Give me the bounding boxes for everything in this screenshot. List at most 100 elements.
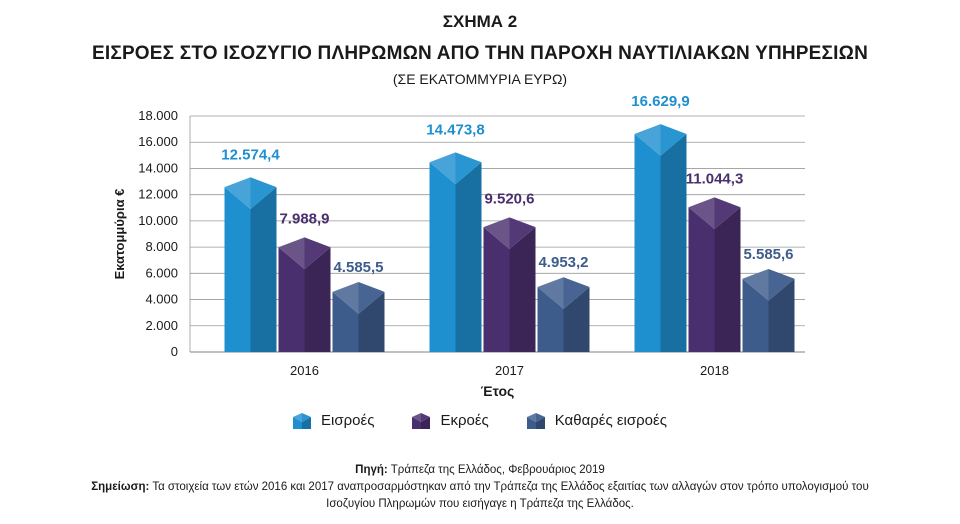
legend-swatch-shape xyxy=(293,416,303,429)
bar xyxy=(332,282,385,352)
bar-cap-right xyxy=(509,217,536,250)
bar-face-right xyxy=(563,287,590,352)
bar-cap-left xyxy=(278,237,305,270)
bar xyxy=(278,237,331,352)
y-tick-label: 16.000 xyxy=(138,134,178,149)
y-tick-label: 6.000 xyxy=(145,265,178,280)
data-label: 5.585,6 xyxy=(743,246,793,263)
bar-face-left xyxy=(278,247,305,352)
bar-cap-left xyxy=(224,177,251,209)
legend-swatch-shape xyxy=(421,416,431,429)
note-line: Σημείωση: Τα στοιχεία των ετών 2016 και … xyxy=(0,479,960,496)
bar xyxy=(224,177,277,352)
note-label: Σημείωση: xyxy=(91,481,150,493)
bar-cap-left xyxy=(537,277,564,309)
legend-swatch-net-inflows-icon xyxy=(526,412,545,429)
chart-legend: Εισροές Εκροές Καθαρές εισροές xyxy=(0,412,960,429)
figure-label: ΣΧΗΜΑ 2 xyxy=(442,12,518,31)
bar-face-right xyxy=(304,247,331,352)
data-label: 4.953,2 xyxy=(538,254,588,271)
bar-cap-left xyxy=(742,268,769,301)
bar-cap-right xyxy=(768,268,795,301)
legend-label-inflows: Εισροές xyxy=(321,412,375,429)
legend-swatch-outflows-icon xyxy=(412,412,431,429)
bar-face-right xyxy=(455,162,482,352)
data-label: 14.473,8 xyxy=(426,121,484,138)
bar-chart: 0 2.000 4.000 6.000 8.000 10.000 12.000 14.000 1… xyxy=(112,93,805,399)
data-label: 4.585,5 xyxy=(333,259,383,276)
note-text-1: Τα στοιχεία των ετών 2016 και 2017 αναπρ… xyxy=(152,481,869,493)
data-label: 7.988,9 xyxy=(279,210,329,227)
data-label: 9.520,6 xyxy=(484,190,534,207)
y-tick-label: 8.000 xyxy=(145,239,178,254)
y-tick-label: 14.000 xyxy=(138,160,178,175)
bar-face-right xyxy=(714,207,741,352)
data-label: 11.044,3 xyxy=(686,170,744,187)
legend-item-outflows: Εκροές xyxy=(412,412,489,429)
bar-face-right xyxy=(358,291,385,352)
bar-cap-left xyxy=(429,152,456,185)
legend-swatch-shape xyxy=(302,412,312,422)
bar-face-right xyxy=(250,187,277,352)
legend-swatch-shape xyxy=(526,412,536,422)
bar xyxy=(483,217,536,352)
y-tick-label: 18.000 xyxy=(138,108,178,123)
legend-swatch-shape xyxy=(535,412,545,422)
data-label: 12.574,4 xyxy=(221,146,280,163)
bar-face-left xyxy=(634,133,661,352)
legend-swatch-shape xyxy=(412,416,422,429)
bar-cap-right xyxy=(563,277,590,309)
x-tick-label: 2016 xyxy=(290,363,319,378)
bar xyxy=(742,268,795,352)
x-axis-label: Έτος xyxy=(481,383,515,399)
bar-face-right xyxy=(509,227,536,352)
chart-footer: Πηγή: Τράπεζα της Ελλάδος, Φεβρουάριος 2… xyxy=(0,462,960,513)
y-tick-label: 0 xyxy=(171,344,178,359)
bar xyxy=(537,277,590,352)
y-axis-label: Εκατομμύρια € xyxy=(112,189,127,280)
bar-cap-left xyxy=(634,124,661,156)
bar-face-left xyxy=(688,207,715,352)
bar-cap-right xyxy=(304,237,331,270)
legend-item-inflows: Εισροές xyxy=(293,412,374,429)
y-tick-label: 12.000 xyxy=(138,187,178,202)
data-label: 16.629,9 xyxy=(631,93,689,110)
legend-swatch-shape xyxy=(302,416,312,429)
bar-face-left xyxy=(742,278,769,352)
bar xyxy=(634,124,687,352)
bar-face-left xyxy=(224,187,251,352)
note-line-2: Ισοζυγίου Πληρωμών που εισήγαγε η Τράπεζ… xyxy=(0,496,960,513)
bar-face-left xyxy=(332,291,359,352)
bar-cap-right xyxy=(358,282,385,314)
legend-label-net-inflows: Καθαρές εισροές xyxy=(554,412,667,429)
y-tick-label: 10.000 xyxy=(138,213,178,228)
bar xyxy=(429,152,482,352)
bar-cap-right xyxy=(714,197,741,230)
legend-swatch-shape xyxy=(293,412,303,422)
chart-subtitle: (ΣΕ ΕΚΑΤΟΜΜΥΡΙΑ ΕΥΡΩ) xyxy=(392,71,568,87)
bar xyxy=(688,197,741,352)
bar-cap-right xyxy=(660,124,687,156)
y-tick-label: 2.000 xyxy=(145,318,178,333)
chart-title: ΕΙΣΡΟΕΣ ΣΤΟ ΙΣΟΖΥΓΙΟ ΠΛΗΡΩΜΩΝ ΑΠΟ ΤΗΝ ΠΑ… xyxy=(91,43,868,64)
bar-face-right xyxy=(660,133,687,352)
bar-face-right xyxy=(768,278,795,352)
x-tick-label: 2017 xyxy=(495,363,524,378)
legend-swatch-inflows-icon xyxy=(293,412,312,429)
bar-cap-left xyxy=(332,282,359,314)
legend-label-outflows: Εκροές xyxy=(440,412,489,429)
source-text: Τράπεζα της Ελλάδος, Φεβρουάριος 2019 xyxy=(390,464,605,476)
bar-cap-right xyxy=(250,177,277,209)
bar-face-left xyxy=(429,162,456,352)
x-tick-label: 2018 xyxy=(700,363,729,378)
note-text-2: Ισοζυγίου Πληρωμών που εισήγαγε η Τράπεζ… xyxy=(326,498,634,510)
y-tick-label: 4.000 xyxy=(145,292,178,307)
legend-swatch-shape xyxy=(526,416,536,429)
bar-cap-right xyxy=(455,152,482,185)
bar-face-left xyxy=(537,287,564,352)
legend-item-net-inflows: Καθαρές εισροές xyxy=(526,412,667,429)
bar-cap-left xyxy=(688,197,715,230)
legend-swatch-shape xyxy=(412,412,422,422)
bar-cap-left xyxy=(483,217,510,250)
source-line: Πηγή: Τράπεζα της Ελλάδος, Φεβρουάριος 2… xyxy=(0,462,960,479)
